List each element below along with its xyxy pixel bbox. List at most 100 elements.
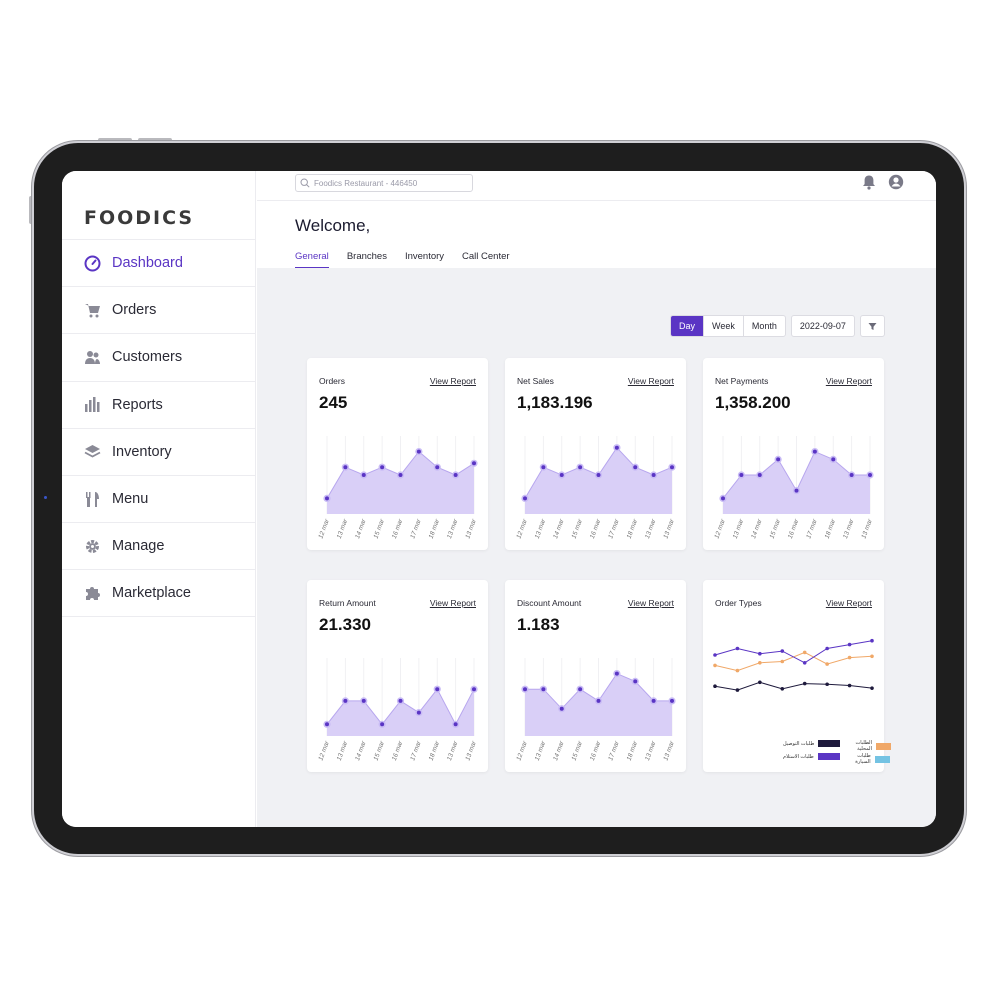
sidebar-item-label: Dashboard <box>112 255 183 272</box>
data-point <box>416 710 421 715</box>
sidebar-item-reports[interactable]: Reports <box>62 380 256 428</box>
tab-call-center[interactable]: Call Center <box>462 251 510 262</box>
data-point <box>559 706 564 711</box>
camera-dot <box>44 496 47 499</box>
x-tick-label: 18 mar <box>428 518 442 540</box>
legend-label: طلبات التوصيل <box>783 740 815 747</box>
legend-item: الطلبات المحلية <box>849 740 892 752</box>
data-point <box>523 687 527 692</box>
line-chart <box>713 638 874 692</box>
legend-swatch <box>875 742 892 750</box>
x-tick-label: 13 mar <box>644 740 658 762</box>
tab-general[interactable]: General <box>295 251 329 268</box>
data-point <box>398 698 403 703</box>
data-point <box>780 687 785 691</box>
users-icon <box>84 349 101 366</box>
search-box[interactable] <box>295 174 473 192</box>
period-day-button[interactable]: Day <box>671 316 705 336</box>
x-tick-label: 13 mar <box>464 518 478 540</box>
data-point <box>651 473 656 477</box>
data-point <box>670 698 674 703</box>
bell-icon[interactable] <box>862 174 876 190</box>
x-tick-label: 18 mar <box>824 518 838 540</box>
data-point <box>472 687 476 692</box>
x-tick-label: 15 mar <box>571 740 585 762</box>
tab-inventory[interactable]: Inventory <box>404 251 445 262</box>
period-selector: Day Week Month <box>670 315 786 337</box>
data-point <box>825 646 829 651</box>
power-button <box>29 196 33 224</box>
data-point <box>633 679 638 684</box>
area-chart: 12 mar 13 mar 14 mar 15 mar 16 mar 17 mar 18 m… <box>317 436 478 540</box>
data-point <box>868 473 872 477</box>
x-tick-label: 16 mar <box>589 518 603 540</box>
filter-button[interactable] <box>859 315 885 337</box>
view-report-link[interactable]: View Report <box>429 598 476 608</box>
data-point <box>435 687 440 692</box>
sidebar-item-manage[interactable]: Manage <box>62 522 256 569</box>
period-month-button[interactable]: Month <box>751 321 777 331</box>
legend-label: طلبات الاستلام <box>783 753 814 760</box>
sidebar-item-orders[interactable]: Orders <box>62 286 256 333</box>
date-picker[interactable]: 2022-09-07 <box>790 315 855 337</box>
data-point <box>325 722 329 727</box>
x-tick-label: 14 mar <box>354 740 368 762</box>
x-tick-label: 15 mar <box>373 740 387 762</box>
view-report-link[interactable]: View Report <box>825 376 872 386</box>
x-tick-label: 15 mar <box>571 518 585 540</box>
x-tick-label: 17 mar <box>607 740 621 762</box>
volume-button <box>138 138 172 142</box>
x-tick-label: 17 mar <box>805 518 819 540</box>
data-point <box>870 686 874 690</box>
data-point <box>614 671 619 676</box>
bar-chart-icon <box>84 396 101 413</box>
sidebar-item-menu[interactable]: Menu <box>62 474 256 522</box>
card-title: Net Sales <box>517 376 554 386</box>
x-tick-label: 12 mar <box>515 740 529 762</box>
sidebar-item-customers[interactable]: Customers <box>62 333 256 380</box>
x-tick-label: 13 mar <box>662 740 676 762</box>
x-tick-label: 14 mar <box>552 518 566 540</box>
series-line <box>714 640 873 664</box>
kpi-card-net-payments: Net Payments View Report 1,358.200 12 ma… <box>703 358 884 550</box>
view-report-link[interactable]: View Report <box>825 598 872 608</box>
data-point <box>812 449 817 454</box>
sidebar-item-inventory[interactable]: Inventory <box>62 427 256 475</box>
tab-branches[interactable]: Branches <box>346 251 387 262</box>
sidebar-item-marketplace[interactable]: Marketplace <box>62 569 256 617</box>
x-tick-label: 13 mar <box>336 740 350 762</box>
x-tick-label: 17 mar <box>409 740 423 762</box>
view-report-link[interactable]: View Report <box>627 598 674 608</box>
data-point <box>758 680 762 685</box>
legend-swatch <box>817 753 840 760</box>
data-point <box>825 682 829 687</box>
x-tick-label: 13 mar <box>534 518 548 540</box>
puzzle-icon <box>84 584 101 601</box>
view-report-link[interactable]: View Report <box>627 376 674 386</box>
sidebar-item-label: Marketplace <box>112 584 191 601</box>
sidebar-item-label: Reports <box>112 396 163 413</box>
search-input[interactable] <box>314 178 464 188</box>
user-avatar-icon[interactable] <box>888 174 904 190</box>
data-point <box>472 461 476 466</box>
x-tick-label: 12 mar <box>713 518 727 540</box>
data-point <box>398 473 403 477</box>
kpi-card-return-amount: Return Amount View Report 21.330 12 mar 1… <box>307 580 488 772</box>
data-point <box>559 473 564 477</box>
x-tick-label: 17 mar <box>607 518 621 540</box>
sidebar-item-dashboard[interactable]: Dashboard <box>62 239 256 286</box>
data-point <box>847 642 852 647</box>
x-tick-label: 13 mar <box>446 740 460 762</box>
data-point <box>721 496 725 501</box>
view-report-link[interactable]: View Report <box>429 376 476 386</box>
legend-label: طلبات السيارة <box>855 753 871 765</box>
data-point <box>802 661 807 665</box>
x-tick-label: 16 mar <box>391 518 405 540</box>
page-title: Welcome, <box>295 216 371 235</box>
area-chart: 12 mar 13 mar 14 mar 15 mar 16 mar 17 mar 18 m… <box>713 436 874 540</box>
x-tick-label: 18 mar <box>626 740 640 762</box>
period-week-button[interactable]: Week <box>704 316 744 336</box>
x-tick-label: 17 mar <box>409 518 423 540</box>
legend-item: طلبات السيارة <box>849 753 891 765</box>
x-tick-label: 13 mar <box>732 518 746 540</box>
